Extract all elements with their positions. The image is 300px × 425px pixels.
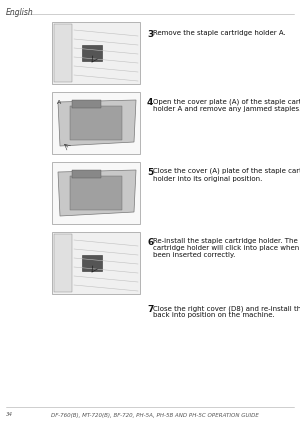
Polygon shape [58,100,136,146]
Text: Close the cover (A) plate of the staple cartridge
holder into its original posit: Close the cover (A) plate of the staple … [153,168,300,181]
Polygon shape [58,170,136,216]
Text: Close the right cover (D8) and re-install the finisher
back into position on the: Close the right cover (D8) and re-instal… [153,305,300,318]
Bar [72,170,101,178]
Bar [54,234,72,292]
Text: 5: 5 [147,168,153,177]
Bar [72,100,101,108]
Text: 4: 4 [147,98,153,107]
Text: Remove the staple cartridge holder A.: Remove the staple cartridge holder A. [153,30,286,36]
Bar [82,45,102,61]
Text: A: A [57,100,61,105]
Text: Re-install the staple cartridge holder. The staple
cartridge holder will click i: Re-install the staple cartridge holder. … [153,238,300,258]
Text: Open the cover plate (A) of the staple cartridge
holder A and remove any jammed : Open the cover plate (A) of the staple c… [153,98,300,111]
Bar [52,162,140,224]
Text: DF-760(B), MT-720(B), BF-720, PH-5A, PH-5B AND PH-5C OPERATION GUIDE: DF-760(B), MT-720(B), BF-720, PH-5A, PH-… [51,413,259,417]
Text: English: English [6,8,34,17]
Text: 34: 34 [6,413,13,417]
Text: 3: 3 [147,30,153,39]
Bar [54,24,72,82]
Bar [82,255,102,271]
Bar [52,92,140,154]
Text: 7: 7 [147,305,153,314]
Bar [70,176,122,210]
Bar [52,22,140,84]
Bar [70,106,122,140]
Bar [52,232,140,294]
Text: 6: 6 [147,238,153,247]
